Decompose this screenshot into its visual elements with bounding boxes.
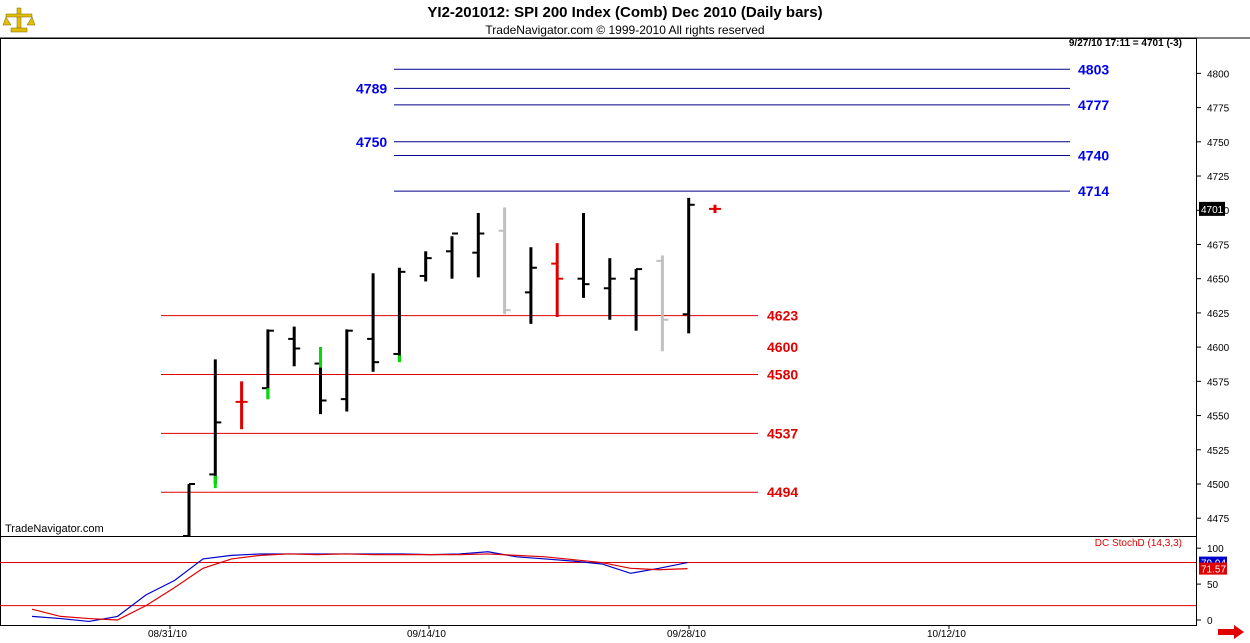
support-label: 4494 (767, 484, 798, 500)
stoch-series-line (31, 553, 688, 621)
stoch-value-box (1199, 562, 1227, 575)
price-axis-tick-label: 4775 (1207, 104, 1230, 115)
resistance-label: 4714 (1078, 183, 1109, 199)
stoch-axis-tick-label: 0 (1207, 616, 1213, 627)
resistance-label: 4789 (356, 80, 387, 96)
resistance-label: 4803 (1078, 61, 1109, 77)
support-label: 4537 (767, 425, 798, 441)
date-axis-tick-label: 09/14/10 (407, 629, 446, 640)
stoch-axis-tick-label: 50 (1207, 580, 1219, 591)
resistance-label: 4777 (1078, 97, 1109, 113)
price-axis-tick-label: 4550 (1207, 412, 1230, 423)
price-axis-tick-label: 4575 (1207, 377, 1230, 388)
date-axis-tick-label: 08/31/10 (148, 629, 187, 640)
price-axis-tick-label: 4800 (1207, 69, 1230, 80)
price-axis-tick-label: 4525 (1207, 446, 1230, 457)
indicator-label: DC StochD (14,3,3) (1094, 538, 1182, 549)
watermark: TradeNavigator.com (5, 523, 104, 535)
price-axis-tick-label: 4725 (1207, 172, 1230, 183)
resistance-label: 4740 (1078, 147, 1109, 163)
scroll-right-arrow-icon[interactable] (1216, 624, 1246, 640)
stoch-value-label: 71.57 (1201, 565, 1226, 576)
trade-navigator-logo-icon (2, 7, 36, 33)
chart-title: YI2-201012: SPI 200 Index (Comb) Dec 201… (427, 4, 823, 21)
last-quote-timestamp: 9/27/10 17:11 = 4701 (-3) (1068, 38, 1182, 49)
chart-subtitle: TradeNavigator.com © 1999-2010 All right… (485, 23, 765, 37)
support-label: 4580 (767, 366, 798, 382)
price-axis-tick-label: 4650 (1207, 275, 1230, 286)
price-axis-tick-label: 4625 (1207, 309, 1230, 320)
resistance-label: 4750 (356, 134, 387, 150)
price-axis-tick-label: 4750 (1207, 138, 1230, 149)
price-axis-tick-label: 4675 (1207, 240, 1230, 251)
price-axis-tick-label: 4500 (1207, 480, 1230, 491)
last-price-label: 4701 (1201, 205, 1224, 216)
date-axis-tick-label: 09/28/10 (667, 629, 706, 640)
stoch-panel-frame (0, 536, 1197, 626)
last-price-box (1199, 201, 1225, 216)
price-axis-tick-label: 4600 (1207, 343, 1230, 354)
support-label: 4600 (767, 339, 798, 355)
date-axis-tick-label: 10/12/10 (927, 629, 966, 640)
stoch-axis-tick-label: 100 (1207, 544, 1224, 555)
support-label: 4623 (767, 308, 798, 324)
price-panel-frame (0, 38, 1197, 537)
price-axis-tick-label: 4475 (1207, 514, 1230, 525)
